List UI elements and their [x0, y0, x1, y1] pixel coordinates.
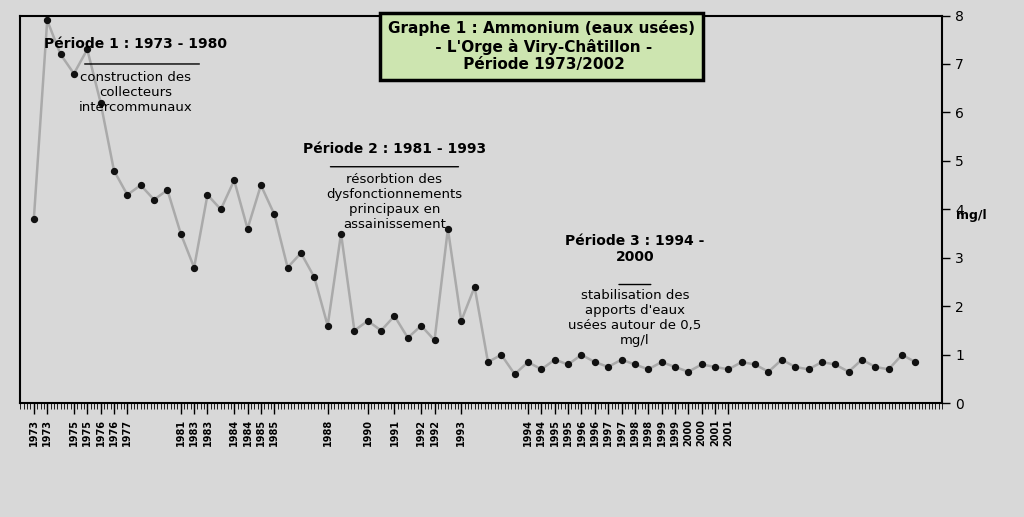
Point: [827, 360, 844, 369]
Point: [854, 356, 870, 364]
Point: [266, 210, 283, 218]
Point: [359, 317, 376, 325]
Point: [613, 356, 630, 364]
Point: [787, 363, 804, 371]
Point: [733, 358, 750, 366]
Point: [426, 336, 442, 344]
Point: [814, 358, 830, 366]
Point: [894, 351, 910, 359]
Point: [386, 312, 402, 320]
Point: [39, 16, 55, 24]
Point: [132, 181, 148, 189]
Point: [280, 264, 296, 272]
Text: résorbtion des
dysfonctionnements
principaux en
assainissement: résorbtion des dysfonctionnements princi…: [327, 173, 463, 231]
Point: [720, 365, 736, 373]
Point: [560, 360, 577, 369]
Point: [399, 333, 416, 342]
Point: [240, 225, 256, 233]
Point: [52, 50, 69, 58]
Point: [226, 176, 243, 185]
Point: [507, 370, 523, 378]
Point: [145, 195, 162, 204]
Text: stabilisation des
apports d'eaux
usées autour de 0,5
mg/l: stabilisation des apports d'eaux usées a…: [568, 290, 701, 347]
Point: [573, 351, 590, 359]
Point: [159, 186, 175, 194]
Point: [881, 365, 897, 373]
Point: [92, 99, 109, 107]
Point: [213, 205, 229, 214]
Point: [186, 264, 203, 272]
Point: [520, 358, 537, 366]
Point: [466, 283, 482, 291]
Point: [667, 363, 683, 371]
Point: [653, 358, 670, 366]
Point: [346, 326, 362, 334]
Point: [480, 358, 497, 366]
Point: [693, 360, 710, 369]
Point: [707, 363, 723, 371]
Y-axis label: mg/l: mg/l: [955, 209, 986, 222]
Point: [413, 322, 429, 330]
Point: [66, 70, 82, 78]
Text: Période 3 : 1994 -
2000: Période 3 : 1994 - 2000: [565, 234, 705, 264]
Text: Période 2 : 1981 - 1993: Période 2 : 1981 - 1993: [303, 142, 486, 156]
Text: construction des
collecteurs
intercommunaux: construction des collecteurs intercommun…: [79, 71, 193, 114]
Point: [494, 351, 510, 359]
Text: Période 1 : 1973 - 1980: Période 1 : 1973 - 1980: [44, 37, 227, 51]
Point: [867, 363, 884, 371]
Point: [319, 322, 336, 330]
Point: [907, 358, 924, 366]
Point: [600, 363, 616, 371]
Text: Graphe 1 : Ammonium (eaux usées)
 - L'Orge à Viry-Châtillon -
 Période 1973/2002: Graphe 1 : Ammonium (eaux usées) - L'Org…: [388, 20, 695, 72]
Point: [253, 181, 269, 189]
Point: [26, 215, 42, 223]
Point: [801, 365, 817, 373]
Point: [627, 360, 643, 369]
Point: [373, 326, 389, 334]
Point: [841, 368, 857, 376]
Point: [293, 249, 309, 257]
Point: [306, 273, 323, 281]
Point: [746, 360, 763, 369]
Point: [587, 358, 603, 366]
Point: [105, 166, 122, 175]
Point: [173, 230, 189, 238]
Point: [119, 191, 135, 199]
Point: [200, 191, 216, 199]
Point: [79, 45, 95, 54]
Point: [640, 365, 656, 373]
Point: [439, 225, 456, 233]
Point: [680, 368, 696, 376]
Point: [547, 356, 563, 364]
Point: [333, 230, 349, 238]
Point: [453, 317, 469, 325]
Point: [773, 356, 790, 364]
Point: [534, 365, 550, 373]
Point: [760, 368, 776, 376]
